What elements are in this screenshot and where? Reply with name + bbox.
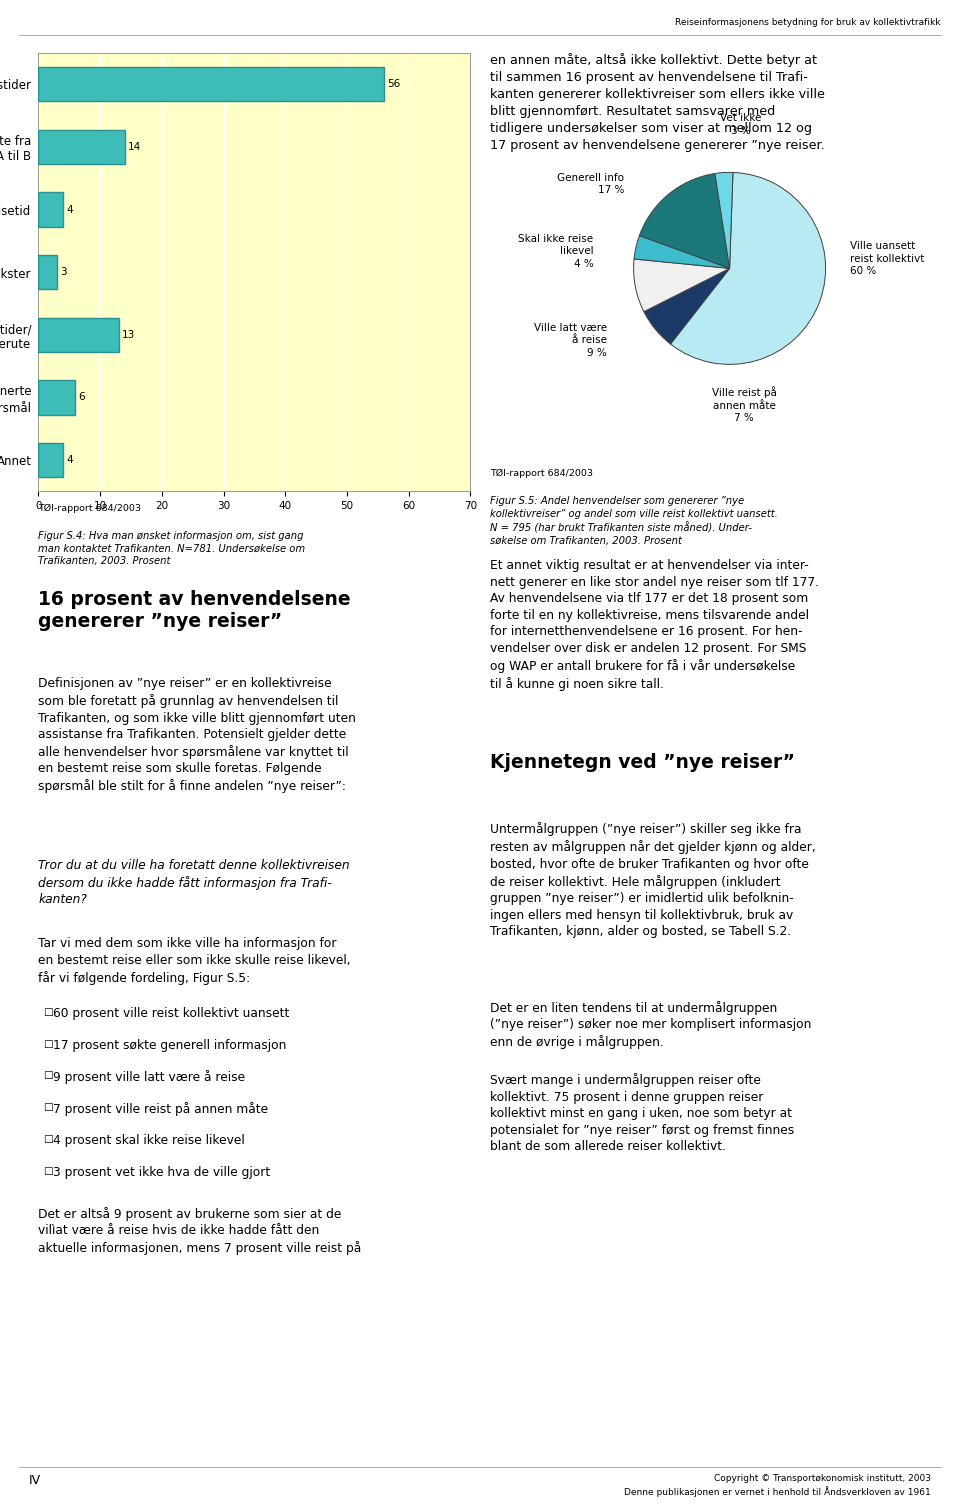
Text: Copyright © Transportøkonomisk institutt, 2003
Denne publikasjonen er vernet i h: Copyright © Transportøkonomisk institutt…	[624, 1474, 931, 1497]
Bar	[38, 67, 384, 101]
Text: 13: 13	[122, 330, 135, 340]
Text: 14: 14	[128, 142, 141, 151]
Text: Figur S.4: Hva man ønsket informasjon om, sist gang
man kontaktet Trafikanten. N: Figur S.4: Hva man ønsket informasjon om…	[38, 531, 305, 567]
Text: 6: 6	[79, 393, 85, 402]
Wedge shape	[639, 174, 730, 269]
Text: IV: IV	[29, 1474, 41, 1488]
Text: Figur S.5: Andel henvendelser som genererer ”nye
kollektivreiser” og andel som v: Figur S.5: Andel henvendelser som genere…	[490, 496, 778, 546]
Bar	[38, 192, 63, 227]
Text: 4: 4	[66, 204, 73, 215]
Text: □: □	[43, 1039, 53, 1049]
Text: TØI-rapport 684/2003: TØI-rapport 684/2003	[490, 469, 592, 478]
Text: Ville latt være
å reise
9 %: Ville latt være å reise 9 %	[534, 324, 607, 358]
Text: Generell info
17 %: Generell info 17 %	[557, 172, 624, 195]
Text: 16 prosent av henvendelsene
genererer ”nye reiser”: 16 prosent av henvendelsene genererer ”n…	[38, 590, 351, 631]
Text: 60 prosent ville reist kollektivt uansett: 60 prosent ville reist kollektivt uanset…	[53, 1007, 289, 1021]
Bar	[38, 256, 57, 289]
Text: Det er altså 9 prosent av brukerne som sier at de
vilìat være å reise hvis de ik: Det er altså 9 prosent av brukerne som s…	[38, 1207, 362, 1255]
Text: 4: 4	[66, 455, 73, 466]
Text: 4 prosent skal ikke reise likevel: 4 prosent skal ikke reise likevel	[53, 1134, 245, 1148]
Text: Tror du at du ville ha foretatt denne kollektivreisen
dersom du ikke hadde fått : Tror du at du ville ha foretatt denne ko…	[38, 859, 350, 906]
Text: Et annet viktig resultat er at henvendelser via inter-
nett generer en like stor: Et annet viktig resultat er at henvendel…	[490, 559, 819, 691]
Wedge shape	[644, 269, 730, 345]
Text: 56: 56	[387, 79, 400, 89]
Text: Ville uansett
reist kollektivt
60 %: Ville uansett reist kollektivt 60 %	[850, 242, 924, 277]
Wedge shape	[715, 172, 732, 269]
Text: Kjennetegn ved ”nye reiser”: Kjennetegn ved ”nye reiser”	[490, 753, 795, 773]
Bar	[38, 443, 63, 478]
Text: □: □	[43, 1166, 53, 1176]
Text: 3: 3	[60, 268, 66, 277]
Wedge shape	[634, 259, 730, 311]
Text: 3 prosent vet ikke hva de ville gjort: 3 prosent vet ikke hva de ville gjort	[53, 1166, 270, 1179]
Wedge shape	[634, 236, 730, 269]
Text: Untermålgruppen (”nye reiser”) skiller seg ikke fra
resten av målgruppen når det: Untermålgruppen (”nye reiser”) skiller s…	[490, 823, 815, 937]
Bar	[38, 380, 76, 414]
Wedge shape	[670, 172, 826, 364]
Bar	[38, 130, 125, 165]
Text: Vet ikke
3 %: Vet ikke 3 %	[720, 113, 762, 136]
Text: □: □	[43, 1134, 53, 1145]
Text: □: □	[43, 1070, 53, 1081]
Text: Skal ikke reise
likevel
4 %: Skal ikke reise likevel 4 %	[518, 234, 593, 269]
Text: 17 prosent søkte generell informasjon: 17 prosent søkte generell informasjon	[53, 1039, 286, 1052]
Text: Definisjonen av ”nye reiser” er en kollektivreise
som ble foretatt på grunnlag a: Definisjonen av ”nye reiser” er en kolle…	[38, 677, 356, 794]
Text: Ville reist på
annen måte
7 %: Ville reist på annen måte 7 %	[711, 387, 777, 423]
Text: □: □	[43, 1102, 53, 1113]
Bar	[38, 318, 119, 352]
Text: Det er en liten tendens til at undermålgruppen
(”nye reiser”) søker noe mer komp: Det er en liten tendens til at undermålg…	[490, 1001, 811, 1049]
Text: en annen måte, altså ikke kollektivt. Dette betyr at
til sammen 16 prosent av he: en annen måte, altså ikke kollektivt. De…	[490, 53, 825, 151]
Text: Reiseinformasjonens betydning for bruk av kollektivtrafikk: Reiseinformasjonens betydning for bruk a…	[675, 18, 941, 27]
Text: □: □	[43, 1007, 53, 1018]
Text: TØI-rapport 684/2003: TØI-rapport 684/2003	[38, 503, 141, 513]
Text: 7 prosent ville reist på annen måte: 7 prosent ville reist på annen måte	[53, 1102, 268, 1116]
Text: Tar vi med dem som ikke ville ha informasjon for
en bestemt reise eller som ikke: Tar vi med dem som ikke ville ha informa…	[38, 937, 351, 984]
Text: 9 prosent ville latt være å reise: 9 prosent ville latt være å reise	[53, 1070, 245, 1084]
Text: Svært mange i undermålgruppen reiser ofte
kollektivt. 75 prosent i denne gruppen: Svært mange i undermålgruppen reiser oft…	[490, 1074, 794, 1154]
